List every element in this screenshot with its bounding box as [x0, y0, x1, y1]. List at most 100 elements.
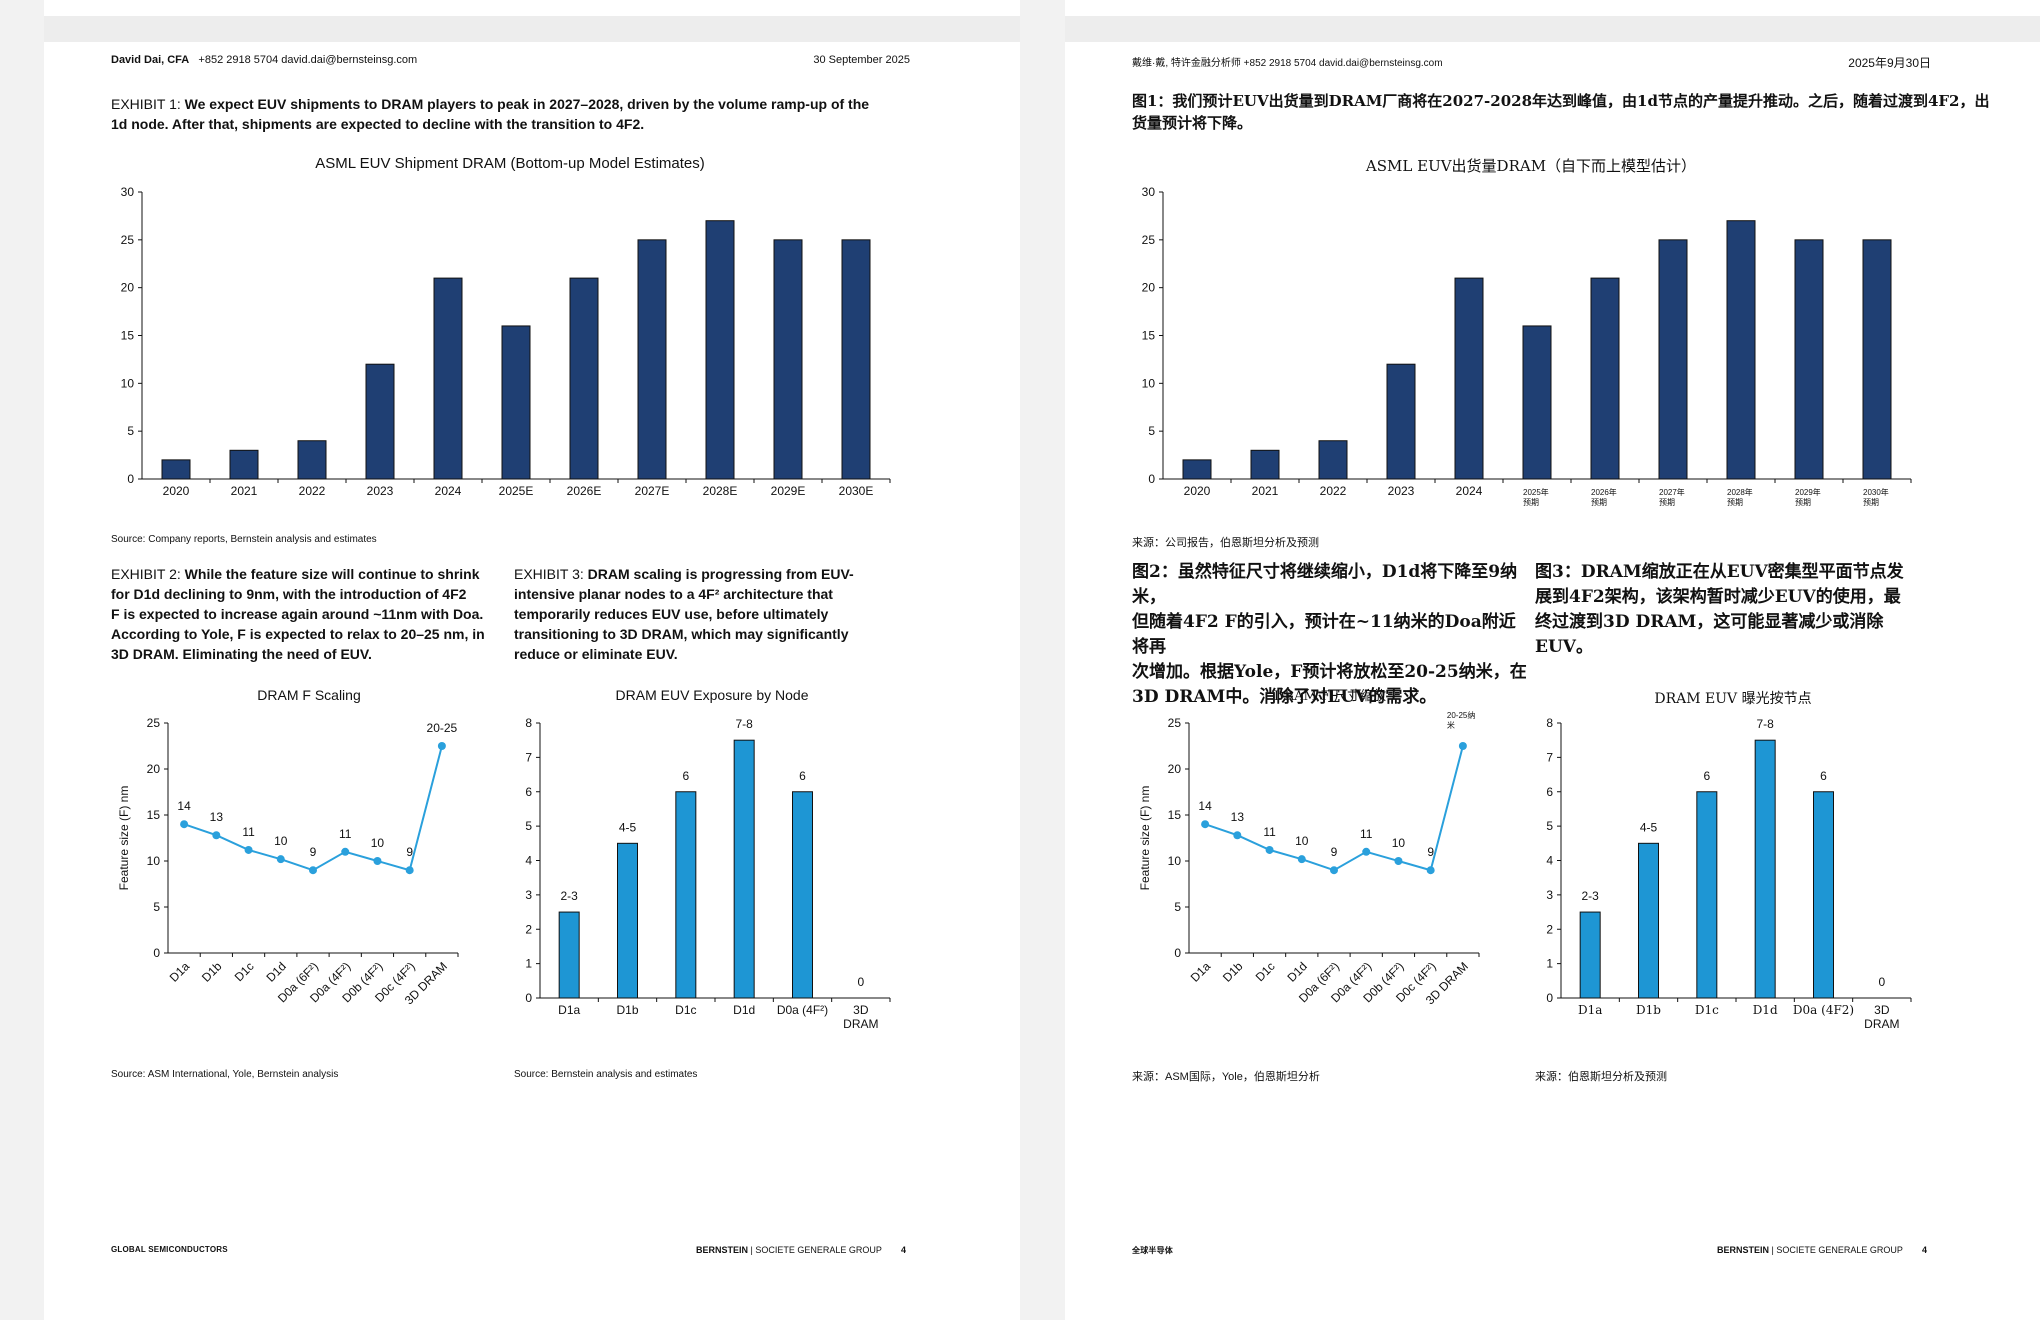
- x-tick-label: D1a: [558, 1003, 580, 1017]
- exhibit2-line: 次增加。根据Yole，F预计将放松至20-25纳米，在: [1132, 662, 1527, 682]
- exhibit1-source: 来源：公司报告，伯恩斯坦分析及预测: [1132, 537, 1319, 549]
- exhibit2-line: for D1d declining to 9nm, with the intro…: [111, 586, 467, 602]
- data-point: [1394, 857, 1403, 865]
- y-axis-label: Feature size (F) nm: [1138, 786, 1152, 891]
- bar: [1386, 363, 1416, 480]
- x-tick-label: 3D DRAM: [1864, 1003, 1899, 1031]
- x-tick-label-part: 预期: [1727, 497, 1743, 507]
- x-tick-label: D1d: [733, 1003, 755, 1017]
- y-tick-label: 15: [121, 329, 135, 343]
- bar: [1522, 325, 1552, 480]
- bar: [569, 277, 599, 480]
- exhibit2-lead: EXHIBIT 2:: [111, 566, 185, 582]
- y-tick-label: 5: [127, 424, 134, 438]
- footer-logo: BERNSTEIN | SOCIETE GENERALE GROUP: [696, 1245, 882, 1255]
- data-point: [437, 742, 446, 750]
- footer-brand: BERNSTEIN: [696, 1245, 749, 1255]
- chart-title: DRAM F Scaling: [257, 687, 360, 703]
- data-label: 6: [682, 769, 689, 783]
- data-label: 10: [371, 836, 385, 850]
- x-tick-label: 2025年预期: [1523, 487, 1549, 507]
- author-name: 戴维·戴, 特许金融分析师: [1132, 58, 1241, 69]
- data-label: 20-25: [427, 721, 458, 735]
- chart-title: DRAM EUV Exposure by Node: [616, 687, 809, 703]
- x-tick-label: 2020: [163, 484, 190, 498]
- exhibit3-line: 图3：DRAM缩放正在从EUV密集型平面节点发: [1535, 562, 1904, 582]
- data-point: [1233, 831, 1242, 840]
- page-number: 4: [901, 1245, 907, 1255]
- footer-brand: BERNSTEIN: [1717, 1245, 1770, 1255]
- y-tick-label: 25: [1142, 233, 1156, 247]
- x-tick-label: D0a (4F2): [1793, 1003, 1854, 1017]
- data-point: [1330, 866, 1338, 875]
- x-tick-label-part: 2029年: [1795, 487, 1821, 497]
- chart-title: DRAM F 尺寸缩放: [1274, 688, 1386, 704]
- exhibit3-line: intensive planar nodes to a 4F² architec…: [514, 586, 833, 602]
- footer-logo: BERNSTEIN | SOCIETE GENERALE GROUP: [1717, 1245, 1903, 1255]
- data-point: [1426, 866, 1435, 875]
- bar: [617, 842, 638, 999]
- exhibit1-title: EXHIBIT 1: We expect EUV shipments to DR…: [111, 94, 951, 134]
- exhibit3-line: reduce or eliminate EUV.: [514, 646, 678, 662]
- x-tick-label-part: 预期: [1591, 497, 1607, 507]
- header-author: 戴维·戴, 特许金融分析师 +852 2918 5704 david.dai@b…: [1132, 54, 1443, 69]
- data-label: 4-5: [619, 820, 637, 834]
- bar: [297, 440, 327, 480]
- exhibit3-line: EUV。: [1535, 637, 1593, 657]
- data-label: 0: [1878, 975, 1885, 989]
- x-tick-label: D1d: [1284, 959, 1309, 984]
- x-tick-label-part: 2030年: [1863, 487, 1889, 497]
- exhibit2-line: F is expected to increase again around ~…: [111, 606, 484, 622]
- x-tick-label-part: 2027年: [1659, 487, 1685, 497]
- y-tick-label: 0: [1546, 991, 1553, 1005]
- bar: [733, 739, 755, 999]
- x-tick-label-part: 预期: [1795, 497, 1811, 507]
- y-tick-label: 20: [147, 762, 161, 776]
- bar: [841, 239, 871, 480]
- header-date: 2025年9月30日: [1848, 56, 1931, 70]
- bar: [433, 277, 463, 480]
- y-tick-label: 0: [153, 946, 160, 960]
- x-tick-label: 2024: [435, 484, 462, 498]
- bar: [1579, 911, 1601, 999]
- y-tick-label: 5: [1148, 424, 1155, 438]
- data-point: [180, 820, 189, 829]
- footer-group: | SOCIETE GENERALE GROUP: [748, 1245, 882, 1255]
- x-tick-label: 2023: [1388, 484, 1415, 498]
- x-tick-label: 2028E: [703, 484, 738, 498]
- author-name: David Dai, CFA: [111, 54, 190, 66]
- exhibit2-line: While the feature size will continue to …: [184, 566, 480, 582]
- bar: [792, 791, 813, 999]
- y-tick-label: 30: [121, 185, 135, 199]
- x-tick-label: 2021: [1252, 484, 1279, 498]
- y-tick-label: 5: [153, 900, 160, 914]
- data-point: [309, 866, 317, 875]
- exhibit2-title: 图2：虽然特征尺寸将继续缩小，D1d将下降至9纳米， 但随着4F2 F的引入，预…: [1132, 560, 1532, 710]
- data-label: 6: [1820, 769, 1827, 783]
- exhibit3-line: 展到4F2架构，该架构暂时减少EUV的使用，最: [1535, 587, 1901, 607]
- x-tick-label-part: 2028年: [1727, 487, 1753, 497]
- x-tick-label-part: 预期: [1659, 497, 1675, 507]
- top-band: [1065, 16, 2040, 42]
- exhibit2-title: EXHIBIT 2: While the feature size will c…: [111, 564, 511, 664]
- author-contact: +852 2918 5704 david.dai@bernsteinsg.com: [1243, 58, 1443, 69]
- data-label: 13: [1231, 810, 1245, 824]
- x-tick-label: D1a: [167, 959, 193, 985]
- bar: [675, 791, 697, 999]
- footer-group: | SOCIETE GENERALE GROUP: [1769, 1245, 1903, 1255]
- y-tick-label: 2: [525, 922, 532, 936]
- exhibit3-lead: EXHIBIT 3:: [514, 566, 588, 582]
- data-label: 10: [274, 834, 288, 848]
- data-label: 11: [1263, 825, 1276, 839]
- data-label: 11: [242, 825, 255, 839]
- bar: [1726, 220, 1756, 480]
- x-tick-label: 2020: [1184, 484, 1211, 498]
- x-tick-label: 2026E: [567, 484, 602, 498]
- x-tick-label: 2021: [231, 484, 258, 498]
- bar: [1182, 459, 1212, 480]
- y-tick-label: 30: [1142, 185, 1156, 199]
- y-tick-label: 4: [1546, 854, 1553, 868]
- data-point: [1297, 855, 1306, 864]
- y-tick-label: 25: [147, 716, 161, 730]
- data-label: 4-5: [1640, 820, 1658, 834]
